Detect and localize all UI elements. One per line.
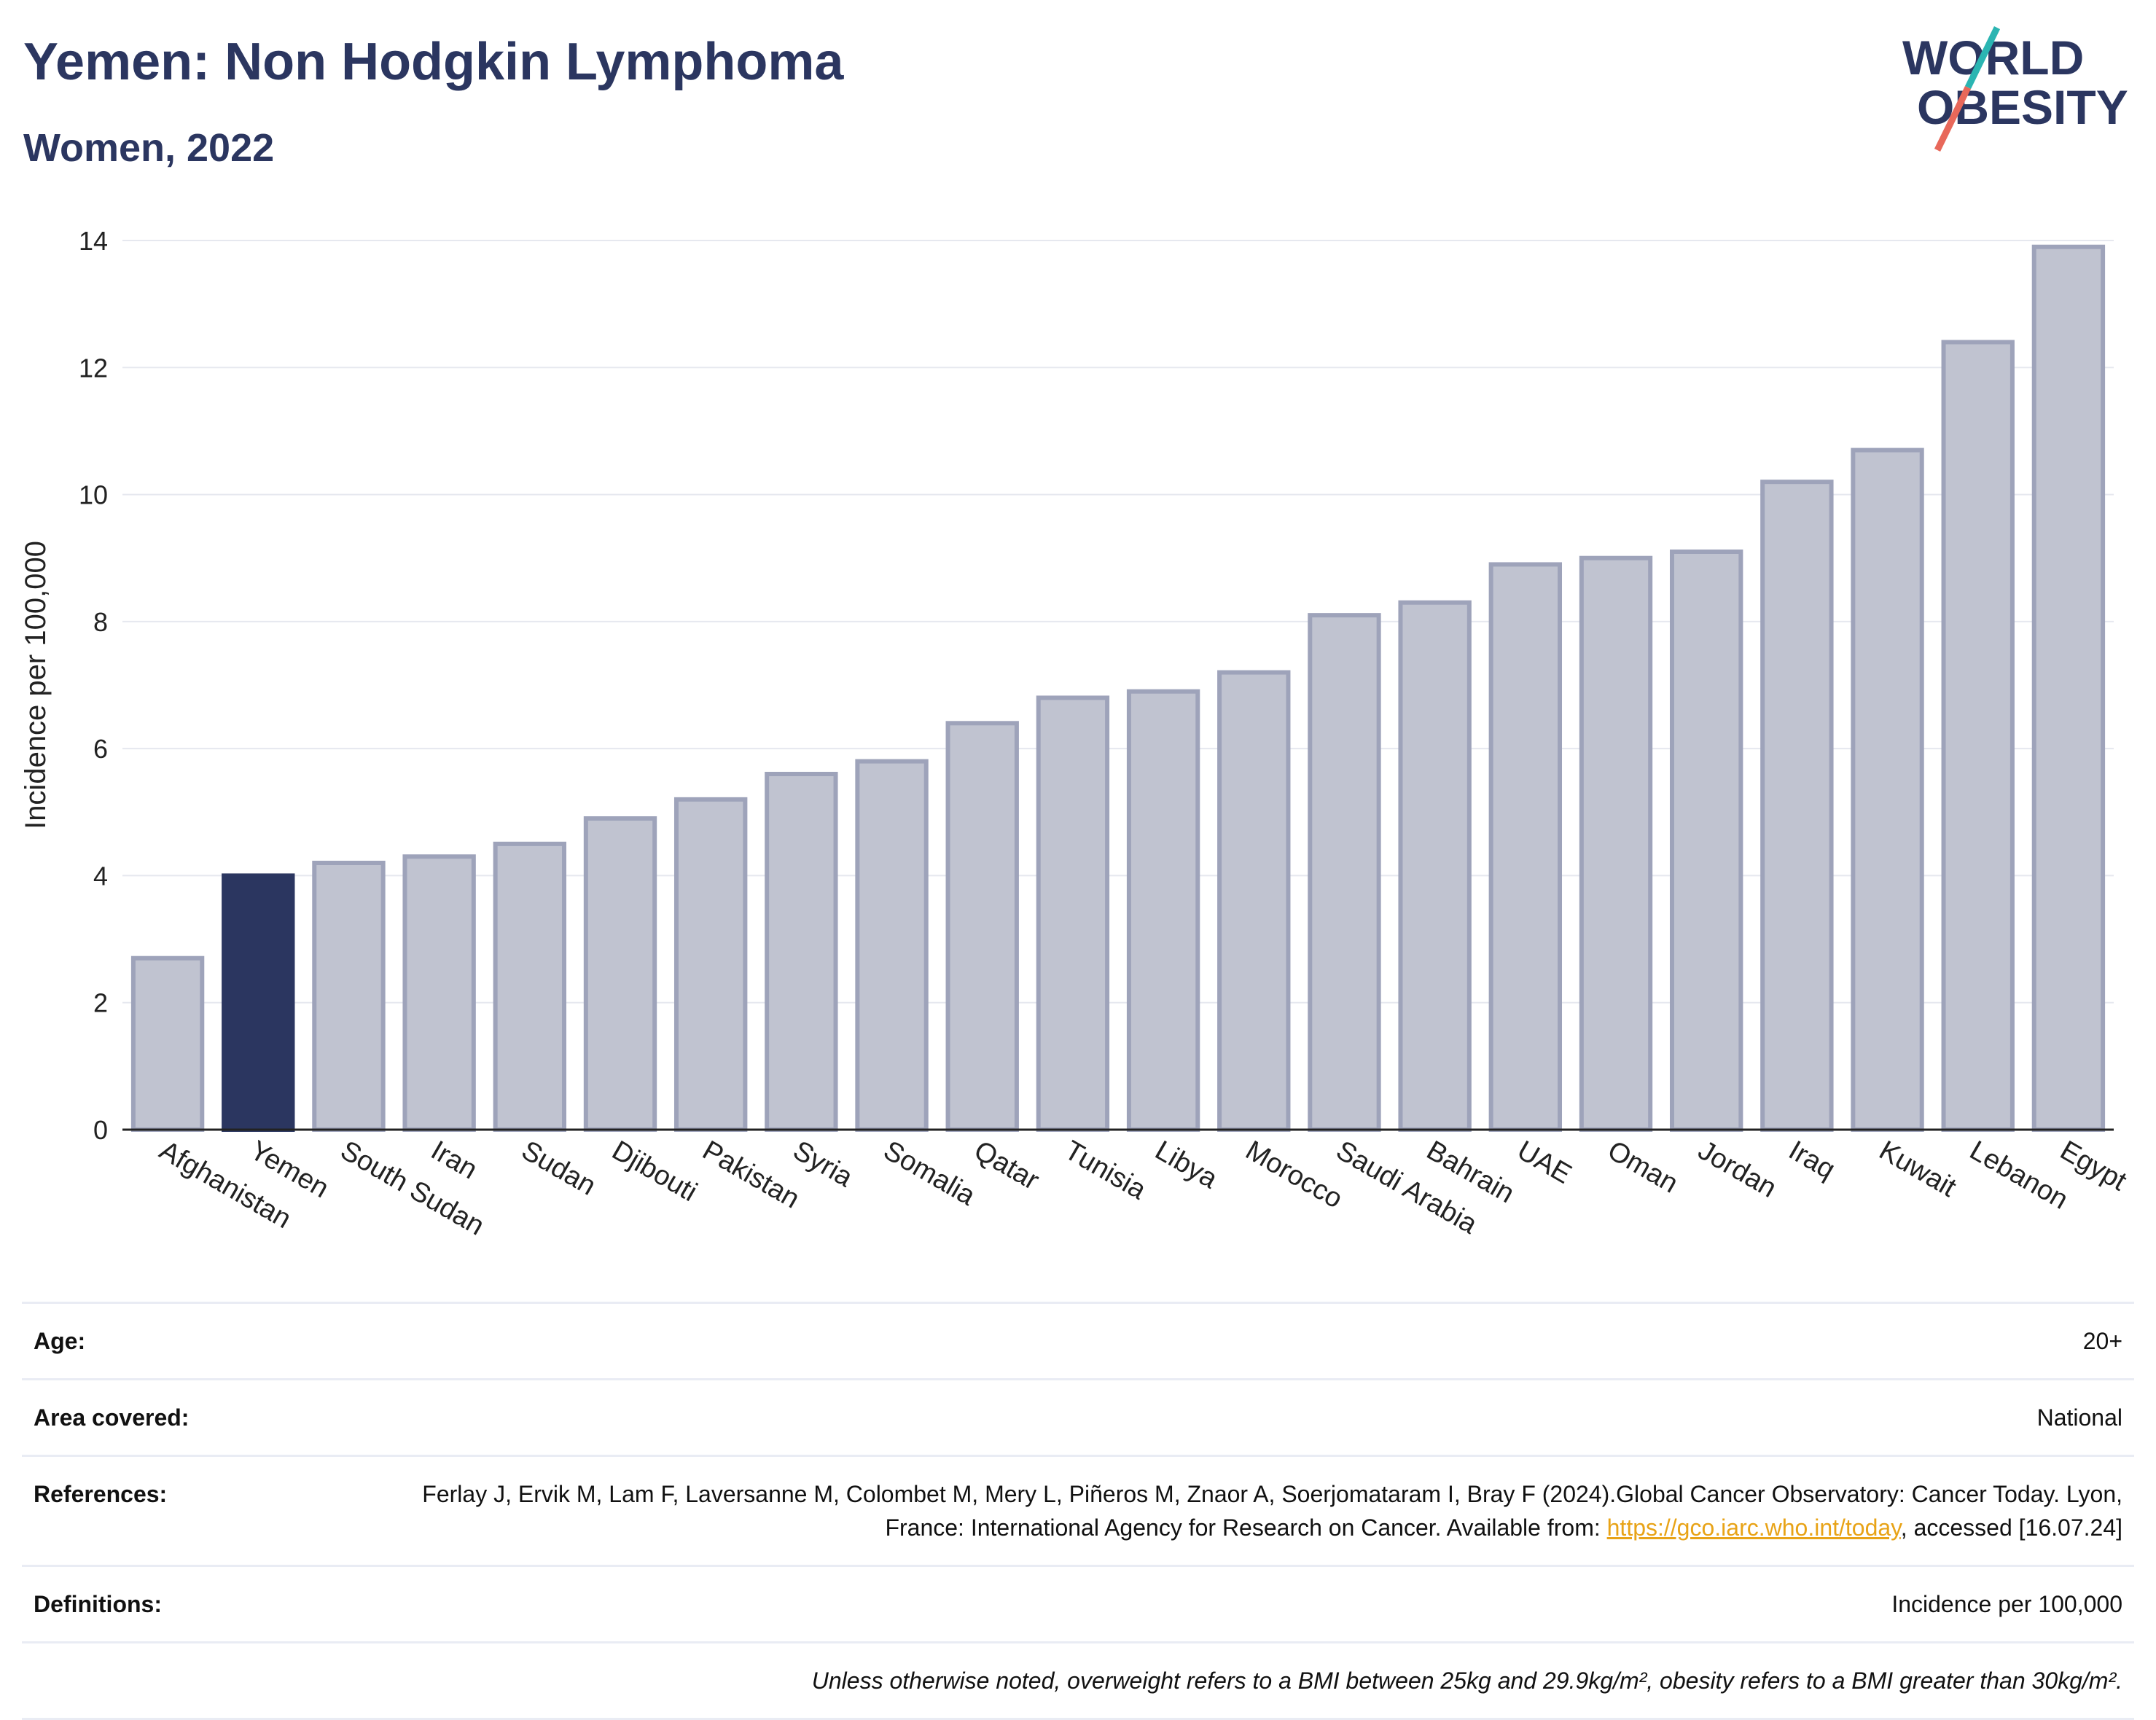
y-axis-label: Incidence per 100,000 — [20, 541, 52, 829]
bar-djibouti — [583, 816, 657, 1132]
bar-bahrain — [1398, 600, 1472, 1132]
x-tick-label: Pakistan — [698, 1135, 805, 1214]
logo-slash-coral — [1934, 86, 1972, 152]
meta-row-references: References: Ferlay J, Ervik M, Lam F, La… — [22, 1455, 2134, 1566]
references-text: Ferlay J, Ervik M, Lam F, Laversanne M, … — [422, 1481, 2122, 1541]
bar-qatar — [945, 721, 1019, 1132]
y-tick-label: 10 — [79, 480, 108, 510]
meta-row-age: Age: 20+ — [22, 1302, 2134, 1380]
x-tick-label: UAE — [1512, 1135, 1577, 1189]
references-value: Ferlay J, Ervik M, Lam F, Laversanne M, … — [351, 1455, 2134, 1566]
y-tick-label: 2 — [93, 988, 108, 1018]
x-tick-label: Lebanon — [1964, 1135, 2073, 1215]
y-axis-ticks: 0 2 4 6 8 10 12 14 — [79, 226, 108, 1145]
bar-pakistan — [673, 797, 748, 1132]
x-tick-label: Iraq — [1784, 1135, 1840, 1185]
meta-row-area: Area covered: National — [22, 1378, 2134, 1456]
bar-afghanistan — [130, 955, 205, 1132]
x-tick-label: Sudan — [516, 1135, 601, 1201]
area-label: Area covered: — [22, 1378, 351, 1456]
y-tick-label: 8 — [93, 607, 108, 637]
bar-yemen — [222, 873, 295, 1133]
world-obesity-logo: WORLD OBESITY — [1902, 26, 2128, 152]
area-value: National — [351, 1378, 2134, 1456]
definitions-value: Incidence per 100,000 — [351, 1565, 2134, 1643]
bar-iraq — [1760, 480, 1834, 1132]
x-tick-label: Jordan — [1693, 1135, 1782, 1203]
meta-row-note: Unless otherwise noted, overweight refer… — [22, 1641, 2134, 1720]
x-tick-label: Kuwait — [1874, 1135, 1961, 1203]
meta-row-definitions: Definitions: Incidence per 100,000 — [22, 1565, 2134, 1643]
x-tick-label: Iran — [426, 1135, 483, 1185]
bar-egypt — [2031, 244, 2106, 1133]
x-tick-label: Libya — [1150, 1135, 1223, 1195]
bar-uae — [1488, 562, 1563, 1132]
bar-jordan — [1669, 550, 1743, 1132]
x-tick-label: Morocco — [1241, 1135, 1348, 1214]
age-label: Age: — [22, 1302, 351, 1380]
age-value: 20+ — [351, 1302, 2134, 1380]
y-tick-label: 4 — [93, 861, 108, 891]
bar-syria — [765, 772, 838, 1132]
bar-libya — [1126, 689, 1200, 1132]
bar-oman — [1579, 555, 1653, 1132]
y-tick-label: 6 — [93, 734, 108, 764]
y-tick-label: 14 — [79, 226, 108, 256]
x-tick-label: Somalia — [878, 1135, 981, 1211]
definitions-label: Definitions: — [22, 1565, 351, 1643]
references-label: References: — [22, 1455, 351, 1566]
chart-subtitle: Women, 2022 — [23, 126, 275, 170]
logo-slash-teal — [1964, 26, 2001, 89]
bar-lebanon — [1941, 340, 2015, 1132]
x-tick-label: Oman — [1603, 1135, 1684, 1199]
bars — [130, 244, 2106, 1133]
bar-iran — [402, 854, 476, 1132]
bar-sudan — [493, 841, 567, 1132]
bar-saudi-arabia — [1308, 613, 1381, 1132]
chart-title: Yemen: Non Hodgkin Lymphoma — [23, 33, 844, 91]
x-tick-label: Qatar — [969, 1135, 1044, 1196]
x-tick-label: Djibouti — [607, 1135, 703, 1208]
y-tick-label: 12 — [79, 353, 108, 383]
references-link[interactable]: https://gco.iarc.who.int/today — [1606, 1514, 1901, 1541]
bar-tunisia — [1036, 695, 1110, 1132]
bar-somalia — [855, 759, 929, 1132]
y-tick-label: 0 — [93, 1115, 108, 1145]
references-tail: , accessed [16.07.24] — [1900, 1514, 2122, 1541]
bar-south-sudan — [312, 861, 386, 1132]
bar-morocco — [1217, 670, 1291, 1132]
metadata-table: Age: 20+ Area covered: National Referenc… — [22, 1302, 2134, 1720]
x-tick-label: Tunisia — [1059, 1135, 1152, 1205]
note-label — [22, 1641, 351, 1720]
bmi-note: Unless otherwise noted, overweight refer… — [351, 1641, 2134, 1720]
bar-kuwait — [1851, 447, 1924, 1133]
